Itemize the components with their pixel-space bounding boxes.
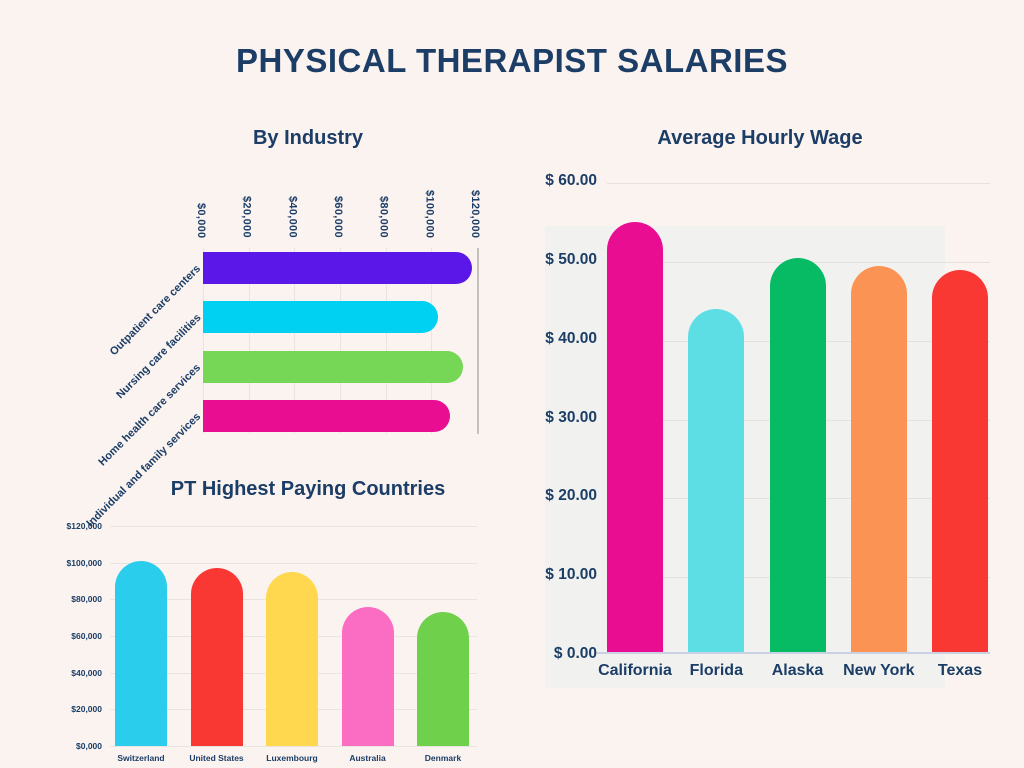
industry-gridline: [385, 248, 387, 434]
countries-bar: [341, 606, 394, 746]
hourly-bar: [932, 269, 988, 654]
hourly-axis-baseline: [597, 652, 990, 654]
countries-tick-label: $100,000: [66, 557, 102, 568]
countries-gridline: [110, 562, 477, 564]
countries-tick-label: $20,000: [71, 704, 102, 715]
countries-bar: [266, 571, 318, 746]
countries-bar: [115, 560, 167, 746]
hourly-bar: [850, 265, 907, 654]
hourly-tick-label: $ 40.00: [545, 329, 597, 347]
hourly-bar: [688, 309, 745, 654]
hourly-gridline: [607, 183, 990, 184]
industry-category-label: Outpatient care centers: [107, 262, 204, 359]
industry-category-label: Nursing care facilities: [113, 312, 204, 402]
industry-tick-label: $100,000: [423, 189, 436, 238]
countries-category-label: Luxembourg: [266, 753, 318, 763]
countries-tick-label: $60,000: [71, 631, 102, 641]
hourly-bar: [607, 222, 663, 654]
countries-tick-label: $80,000: [71, 594, 102, 605]
countries-tick-label: $40,000: [71, 667, 102, 678]
countries-gridline: [110, 526, 477, 527]
hourly-tick-label: $ 20.00: [545, 487, 597, 505]
countries-gridline: [110, 746, 477, 747]
countries-category-label: Australia: [349, 753, 386, 763]
industry-gridline: [203, 248, 204, 434]
countries-category-label: Switzerland: [117, 753, 165, 763]
hourly-bar: [769, 257, 826, 654]
industry-category-label: Home health care services: [96, 361, 204, 469]
countries-bar: [417, 612, 469, 746]
countries-bar: [190, 568, 243, 746]
page-title: PHYSICAL THERAPIST SALARIES: [236, 42, 788, 79]
countries-category-label: United States: [189, 753, 244, 763]
industry-bar: [203, 301, 439, 334]
hourly-category-label: Florida: [689, 662, 743, 679]
industry-bar: [203, 350, 464, 383]
industry-tick-label: $20,000: [240, 196, 253, 238]
industry-tick-label: $120,000: [469, 189, 481, 238]
industry-tick-label: $60,000: [332, 196, 344, 238]
countries-category-label: Denmark: [424, 753, 462, 763]
industry-gridline: [294, 248, 296, 434]
hourly-tick-label: $ 30.00: [545, 408, 597, 426]
countries-tick-label: $0,000: [76, 741, 102, 751]
industry-bar: [203, 400, 450, 433]
chart-countries-title: PT Highest Paying Countries: [170, 478, 446, 500]
industry-gridline: [340, 248, 341, 434]
hourly-category-label: Alaska: [771, 662, 824, 679]
industry-bar: [203, 252, 473, 284]
hourly-tick-label: $ 60.00: [545, 172, 597, 189]
chart-by-industry-title: By Industry: [252, 127, 364, 149]
industry-gridline: [431, 248, 433, 434]
industry-tick-label: $80,000: [377, 196, 390, 238]
industry-tick-label: $0,000: [195, 202, 207, 238]
hourly-tick-label: $ 50.00: [545, 250, 597, 268]
industry-gridline: [248, 248, 250, 434]
chart-hourly-wage-title: Average Hourly Wage: [657, 127, 863, 149]
industry-gridline: [477, 248, 479, 434]
hourly-tick-label: $ 10.00: [545, 566, 597, 584]
hourly-tick-label: $ 0.00: [553, 645, 597, 662]
countries-tick-label: $120,000: [66, 521, 102, 531]
hourly-category-label: New York: [843, 662, 915, 679]
hourly-category-label: California: [598, 662, 672, 679]
industry-tick-label: $40,000: [286, 196, 299, 238]
hourly-category-label: Texas: [937, 662, 983, 679]
